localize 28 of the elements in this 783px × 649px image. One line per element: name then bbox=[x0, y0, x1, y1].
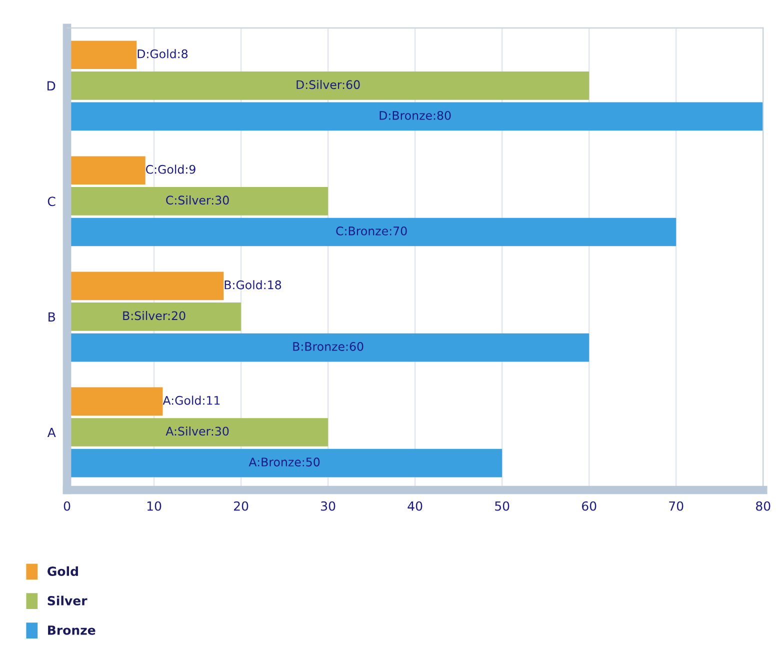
data-label: C:Bronze:70 bbox=[336, 226, 407, 236]
y-tick-label: C bbox=[48, 196, 56, 206]
x-tick-label: 80 bbox=[756, 501, 770, 511]
data-label: A:Silver:30 bbox=[166, 426, 229, 436]
data-label: C:Gold:9 bbox=[146, 164, 196, 174]
legend-label: Gold bbox=[48, 566, 78, 576]
x-tick-label: 30 bbox=[321, 501, 336, 511]
data-label: C:Silver:30 bbox=[166, 195, 229, 205]
data-label: D:Bronze:80 bbox=[380, 110, 451, 120]
x-tick-label: 40 bbox=[408, 501, 422, 511]
x-tick-label: 10 bbox=[147, 501, 162, 511]
data-label: D:Gold:8 bbox=[138, 49, 188, 58]
y-tick-label: D bbox=[48, 81, 56, 90]
data-label: D:Silver:60 bbox=[296, 80, 360, 90]
data-label: B:Gold:18 bbox=[224, 280, 282, 290]
legend-label: Silver bbox=[48, 596, 88, 606]
y-tick-label: A bbox=[47, 428, 56, 437]
data-label: A:Gold:11 bbox=[162, 396, 220, 405]
y-tick-label: B bbox=[48, 312, 56, 322]
data-label: B:Bronze:60 bbox=[293, 342, 364, 351]
x-tick-label: 60 bbox=[582, 501, 596, 511]
x-tick-label: 70 bbox=[669, 501, 684, 511]
x-tick-label: 50 bbox=[495, 501, 510, 511]
x-tick-label: 0 bbox=[64, 501, 70, 511]
data-label: B:Silver:20 bbox=[123, 311, 186, 320]
x-tick-label: 20 bbox=[234, 501, 248, 511]
data-label: A:Bronze:50 bbox=[248, 458, 320, 466]
legend-label: Bronze bbox=[48, 626, 96, 635]
